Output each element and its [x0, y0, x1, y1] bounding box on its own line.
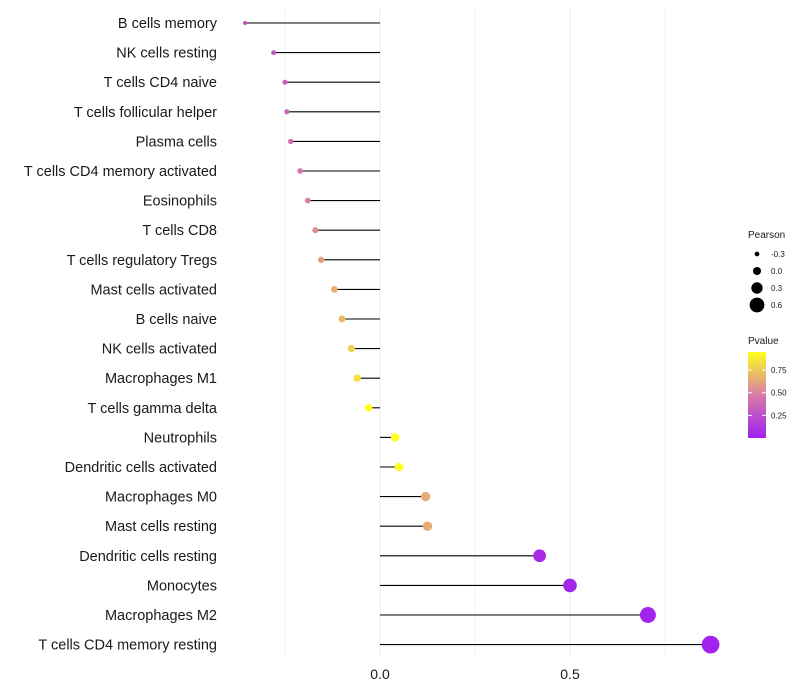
legend-size-label: 0.6: [771, 301, 783, 310]
legend-size-dot: [752, 266, 762, 276]
category-label: T cells follicular helper: [74, 105, 217, 121]
legend: Pearson -0.3 0.0 0.3 0.6 Pvalue 0.25 0.50 0.7…: [748, 230, 787, 438]
data-point: [701, 635, 720, 654]
data-point: [364, 403, 373, 412]
legend-color-items: 0.25 0.50 0.75: [748, 366, 787, 420]
category-label: Macrophages M1: [105, 371, 217, 387]
category-label: Macrophages M0: [105, 490, 217, 506]
category-label: T cells CD8: [142, 223, 217, 239]
legend-size-dot: [751, 282, 763, 294]
category-label: T cells CD4 memory activated: [24, 164, 217, 180]
category-label: Dendritic cells activated: [65, 460, 217, 476]
category-label: Mast cells resting: [105, 519, 217, 535]
data-point: [304, 197, 311, 204]
category-label: B cells memory: [118, 16, 218, 32]
data-point: [312, 227, 319, 234]
data-point: [420, 491, 431, 502]
data-point: [639, 607, 656, 623]
legend-size-label: -0.3: [771, 250, 785, 259]
category-label: Eosinophils: [143, 194, 217, 210]
legend-size-dot: [749, 297, 765, 313]
category-label: NK cells resting: [116, 46, 217, 62]
category-labels: B cells memory NK cells resting T cells CD…: [24, 16, 218, 654]
lollipop-dots: [243, 20, 720, 654]
data-point: [422, 521, 433, 531]
data-point: [338, 315, 346, 323]
data-point: [533, 549, 546, 563]
category-label: B cells naive: [136, 312, 217, 328]
grid-lines: [284, 8, 666, 655]
legend-color-title: Pvalue: [748, 336, 779, 347]
data-point: [288, 138, 294, 145]
x-axis-ticks: 0.0 0.5: [370, 666, 580, 682]
category-label: T cells CD4 naive: [104, 75, 217, 91]
legend-size-label: 0.0: [771, 267, 783, 276]
legend-size-label: 0.3: [771, 284, 783, 293]
legend-color-label: 0.50: [771, 389, 787, 398]
data-point: [297, 168, 304, 174]
category-label: Mast cells activated: [90, 282, 217, 298]
category-label: Macrophages M2: [105, 608, 217, 624]
data-point: [331, 286, 338, 293]
data-point: [271, 50, 277, 56]
category-label: T cells regulatory Tregs: [67, 253, 217, 269]
data-point: [353, 374, 361, 382]
data-point: [563, 578, 577, 593]
lollipop-stems: [245, 22, 711, 646]
legend-size-title: Pearson: [748, 230, 785, 241]
category-label: Plasma cells: [136, 134, 217, 150]
legend-color-label: 0.25: [771, 411, 787, 420]
legend-colorbar: [748, 352, 766, 438]
category-label: T cells gamma delta: [88, 401, 218, 417]
data-point: [394, 462, 404, 472]
data-point: [317, 256, 325, 263]
x-tick-label: 0.0: [370, 666, 390, 682]
x-tick-label: 0.5: [560, 666, 580, 682]
data-point: [284, 109, 290, 115]
data-point: [282, 79, 288, 85]
category-label: T cells CD4 memory resting: [38, 638, 217, 654]
category-label: Monocytes: [147, 578, 217, 594]
data-point: [347, 345, 356, 353]
category-label: Dendritic cells resting: [79, 549, 217, 565]
category-label: NK cells activated: [102, 342, 217, 358]
data-point: [390, 433, 400, 442]
legend-color-label: 0.75: [771, 366, 787, 375]
legend-size-dot: [754, 251, 760, 257]
legend-size-items: -0.3 0.0 0.3 0.6: [749, 250, 785, 313]
data-point: [243, 20, 248, 26]
category-label: Neutrophils: [144, 430, 217, 446]
